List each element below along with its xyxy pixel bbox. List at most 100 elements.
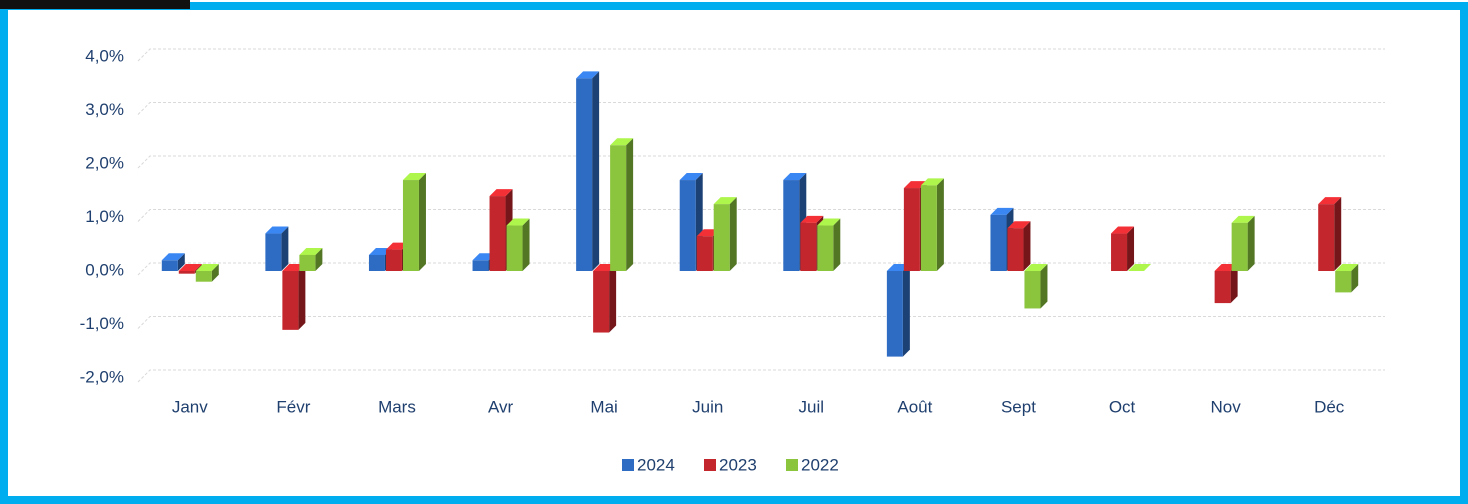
bar — [1024, 271, 1041, 309]
bar — [402, 180, 419, 271]
x-tick-label: Juin — [692, 397, 723, 416]
bar-top — [1231, 215, 1255, 223]
bar-top — [265, 226, 289, 234]
legend-swatch — [704, 459, 716, 471]
bar — [506, 225, 523, 271]
bar — [1318, 204, 1335, 271]
x-tick-label: Juil — [799, 397, 825, 416]
bar-top — [1111, 226, 1135, 234]
bar-top — [506, 218, 530, 226]
bar — [178, 271, 195, 274]
y-tick-label: 1,0% — [85, 207, 124, 226]
bar-side — [418, 173, 426, 271]
bar — [576, 78, 593, 272]
bar-top — [299, 247, 323, 255]
bar — [489, 196, 506, 271]
grid-line — [137, 369, 1385, 383]
bar-side — [522, 218, 530, 271]
grid-line — [137, 48, 1385, 62]
top-bar — [0, 0, 190, 9]
bar-top — [800, 215, 824, 223]
bar — [696, 236, 713, 271]
bar — [990, 214, 1007, 271]
bar-side — [315, 247, 323, 271]
bar-top — [713, 197, 737, 205]
legend-label: 2024 — [637, 455, 675, 474]
bar — [783, 180, 800, 271]
bar-side — [902, 264, 910, 357]
y-tick-label: -2,0% — [80, 367, 124, 386]
x-tick-label: Déc — [1314, 397, 1345, 416]
bar — [920, 185, 937, 271]
bar — [610, 145, 627, 271]
bar — [679, 180, 696, 271]
x-tick-label: Oct — [1109, 397, 1136, 416]
bar — [593, 271, 610, 333]
bar — [1231, 222, 1248, 271]
bar-side — [592, 71, 600, 272]
bar — [299, 254, 316, 271]
bar-top — [161, 253, 185, 261]
bar-side — [729, 197, 737, 271]
bar-side — [1023, 221, 1031, 271]
bar-side — [936, 178, 944, 271]
bar-top — [1335, 264, 1359, 271]
y-tick-label: -1,0% — [80, 314, 124, 333]
bar-top — [817, 218, 841, 226]
bar-top — [178, 264, 202, 271]
legend-swatch — [786, 459, 798, 471]
bar-top — [990, 207, 1014, 215]
bar-top — [576, 71, 600, 79]
bar-side — [211, 264, 219, 282]
y-tick-label: 2,0% — [85, 153, 124, 172]
bar — [886, 271, 903, 357]
bar — [1335, 271, 1352, 293]
bar-top — [610, 138, 634, 146]
bar-side — [1127, 226, 1135, 271]
grid-line — [137, 262, 1385, 276]
bar — [817, 225, 834, 271]
bar-top — [679, 173, 703, 181]
bar — [368, 254, 385, 271]
bar-side — [177, 253, 185, 271]
grid-line — [137, 209, 1385, 222]
bar-side — [1230, 264, 1238, 304]
bar-top — [489, 189, 513, 197]
bar — [385, 249, 402, 271]
bar-side — [298, 264, 306, 330]
x-tick-label: Janv — [172, 397, 208, 416]
y-tick-label: 4,0% — [85, 46, 124, 65]
grid-line — [137, 102, 1385, 115]
bar — [282, 271, 299, 330]
bar-top — [195, 264, 219, 271]
grid-line — [137, 155, 1385, 169]
bar-side — [833, 218, 841, 271]
x-tick-label: Mars — [378, 397, 416, 416]
bar-top — [1318, 197, 1342, 205]
x-tick-label: Nov — [1211, 397, 1242, 416]
bar-side — [1040, 264, 1048, 309]
x-tick-label: Août — [897, 397, 932, 416]
x-tick-label: Févr — [276, 397, 310, 416]
legend-label: 2023 — [719, 455, 757, 474]
bar — [472, 260, 489, 271]
bar-top — [920, 178, 944, 186]
bar-side — [609, 264, 617, 333]
bar-side — [1247, 215, 1255, 271]
x-tick-label: Mai — [590, 397, 617, 416]
bar — [195, 271, 212, 282]
bar-top — [783, 173, 807, 181]
bar — [800, 222, 817, 271]
bar-side — [1334, 197, 1342, 271]
y-tick-label: 3,0% — [85, 100, 124, 119]
bar-side — [281, 226, 289, 271]
bar — [903, 188, 920, 271]
bar-side — [1351, 264, 1359, 293]
bar — [1111, 233, 1128, 271]
bar — [713, 204, 730, 271]
legend-swatch — [622, 459, 634, 471]
bar-top — [402, 173, 426, 181]
x-tick-label: Sept — [1001, 397, 1036, 416]
bar-side — [626, 138, 634, 271]
